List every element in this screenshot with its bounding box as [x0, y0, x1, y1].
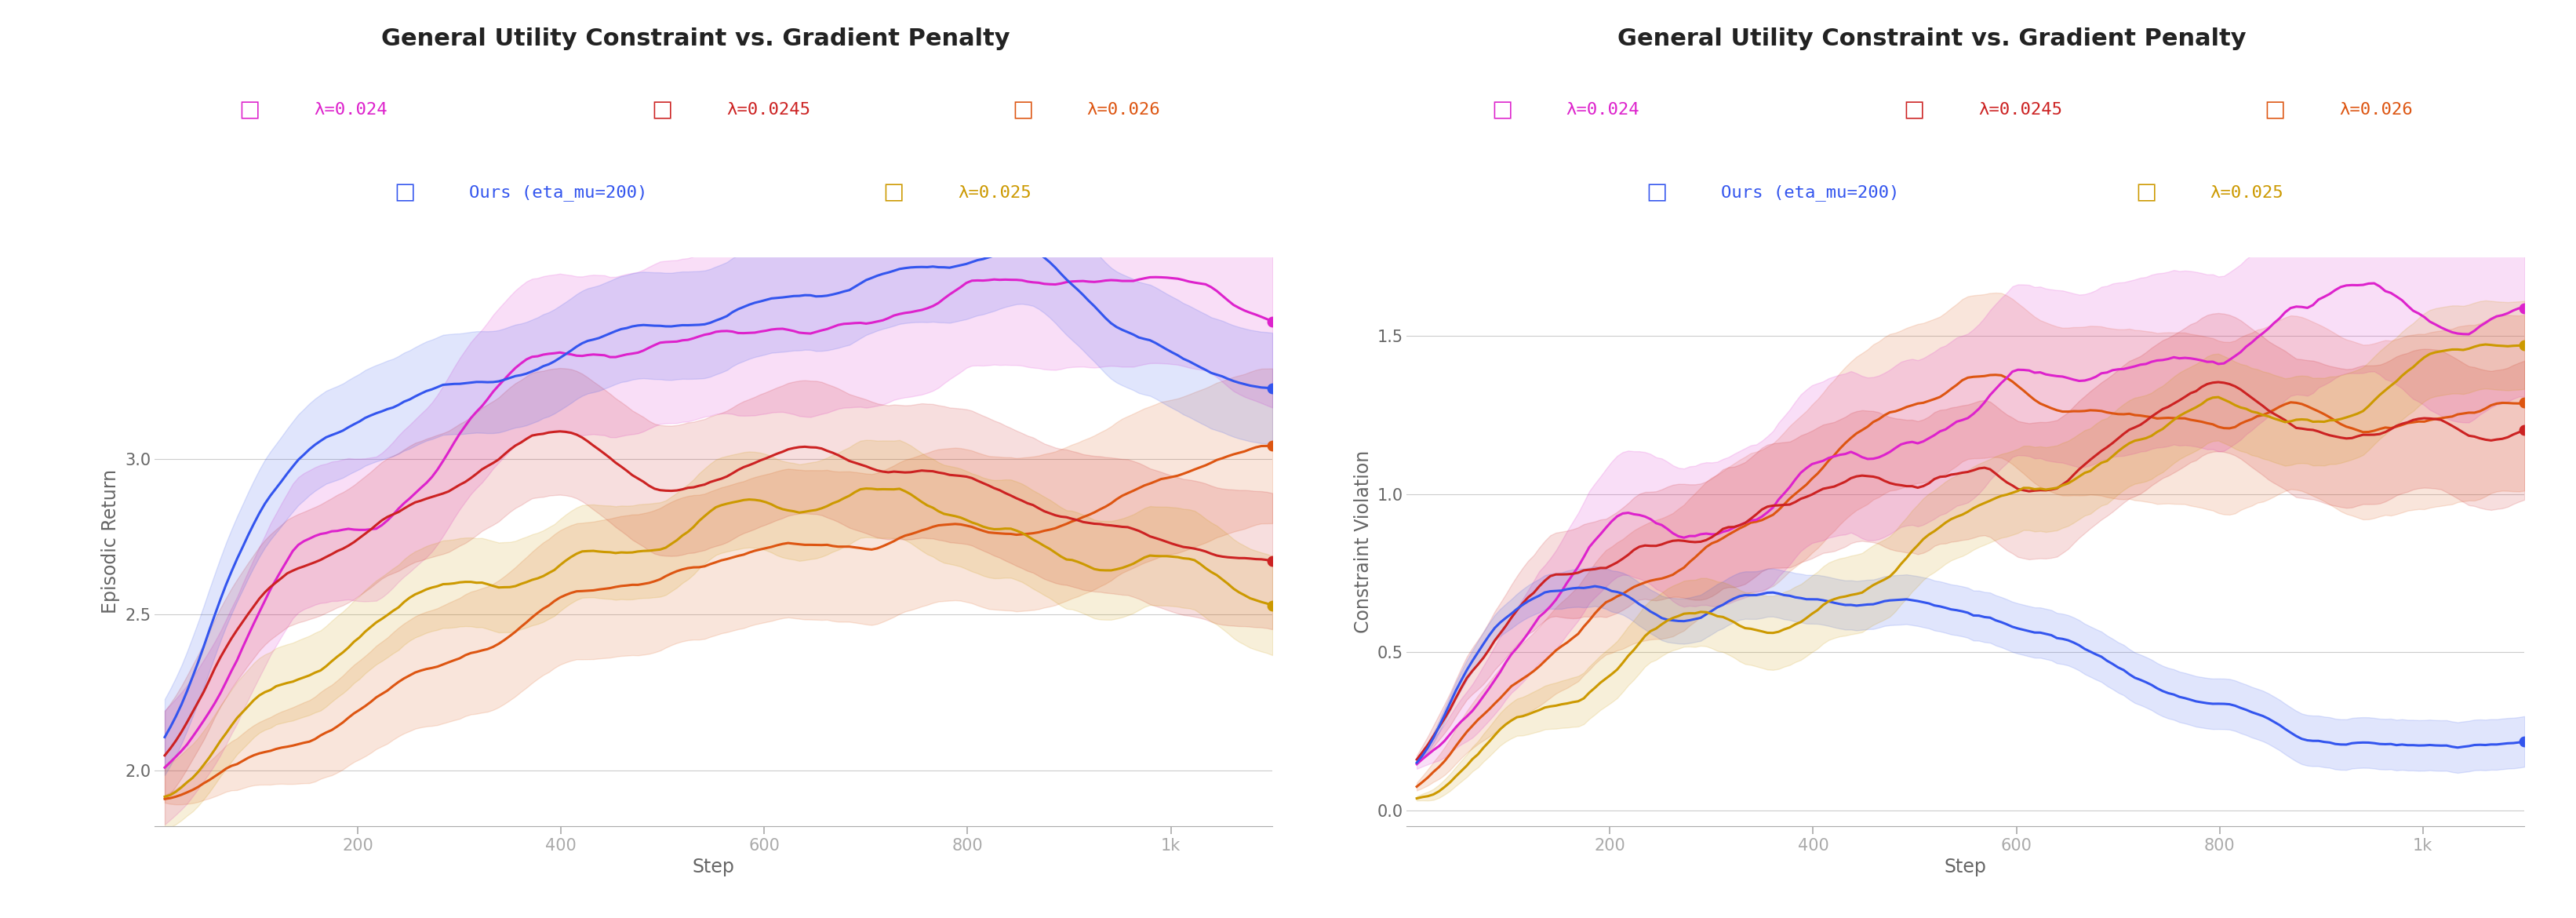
- Text: □: □: [1492, 99, 1512, 121]
- X-axis label: Step: Step: [1945, 857, 1986, 877]
- Text: Ours (eta_mu=200): Ours (eta_mu=200): [1721, 185, 1899, 201]
- Text: □: □: [2264, 99, 2285, 121]
- Text: □: □: [1646, 182, 1667, 204]
- Y-axis label: Episodic Return: Episodic Return: [100, 469, 121, 614]
- Text: □: □: [1012, 99, 1033, 121]
- Text: □: □: [240, 99, 260, 121]
- Text: λ=0.024: λ=0.024: [1566, 102, 1641, 118]
- Text: □: □: [1904, 99, 1924, 121]
- Text: λ=0.026: λ=0.026: [1087, 102, 1159, 118]
- Text: λ=0.024: λ=0.024: [314, 102, 386, 118]
- Text: □: □: [394, 182, 415, 204]
- Text: Ours (eta_mu=200): Ours (eta_mu=200): [469, 185, 647, 201]
- Text: λ=0.025: λ=0.025: [2210, 185, 2285, 201]
- Text: λ=0.025: λ=0.025: [958, 185, 1030, 201]
- Text: □: □: [2136, 182, 2156, 204]
- Text: General Utility Constraint vs. Gradient Penalty: General Utility Constraint vs. Gradient …: [381, 28, 1010, 50]
- Y-axis label: Constraint Violation: Constraint Violation: [1352, 450, 1373, 633]
- Text: λ=0.0245: λ=0.0245: [726, 102, 811, 118]
- Text: □: □: [884, 182, 904, 204]
- Text: λ=0.026: λ=0.026: [2339, 102, 2414, 118]
- Text: General Utility Constraint vs. Gradient Penalty: General Utility Constraint vs. Gradient …: [1618, 28, 2246, 50]
- X-axis label: Step: Step: [693, 857, 734, 877]
- Text: □: □: [652, 99, 672, 121]
- Text: λ=0.0245: λ=0.0245: [1978, 102, 2063, 118]
